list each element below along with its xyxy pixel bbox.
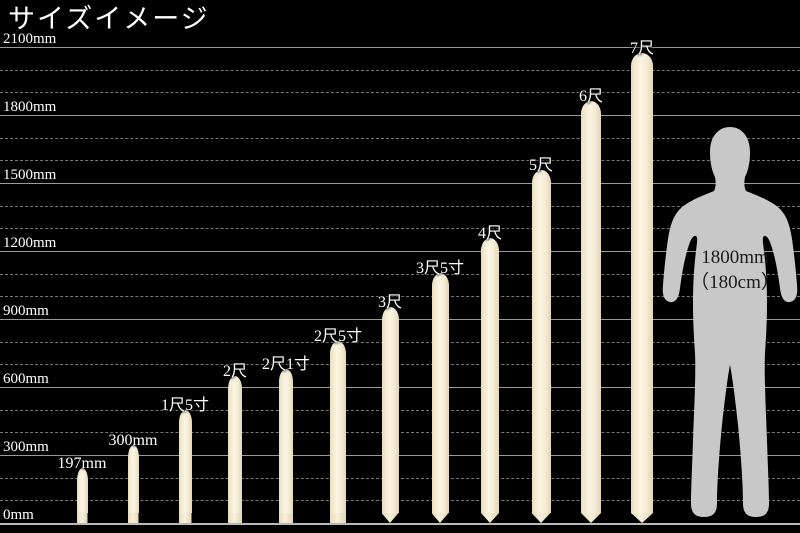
page-title: サイズイメージ [8,4,210,34]
bar-4 [279,368,293,523]
bar-1 [127,445,139,523]
gridline-minor [0,228,800,230]
bar-tip [581,513,601,523]
bar-2 [178,409,192,523]
bar-tip [531,513,551,523]
human-height-label: 1800mm （180cm） [690,245,780,295]
bar-label: 6尺 [578,87,604,105]
human-height-cm: （180cm） [690,272,780,293]
y-axis-tick-label: 600mm [3,371,49,387]
bar-label: 2尺5寸 [313,328,363,346]
bar-tip [381,513,399,523]
gridline-minor [0,69,800,71]
bar-9 [531,169,551,523]
bar-label: 2尺 [222,362,248,380]
y-axis-tick-label: 2100mm [3,31,57,47]
bar-10 [581,100,601,523]
gridline-minor [0,296,800,298]
bar-label: 3尺5寸 [415,259,465,277]
gridline-major [0,115,800,116]
gridline-minor [0,364,800,366]
bar-label: 1尺5寸 [160,396,210,414]
y-axis-tick-label: 1800mm [3,99,57,115]
human-height-mm: 1800mm [701,247,769,268]
bar-label: 300mm [108,432,158,449]
bar-tip [76,513,88,523]
bar-5 [330,341,346,523]
gridline-major [0,47,800,48]
bar-tip [279,513,293,523]
y-axis-tick-label: 0mm [3,507,34,523]
bar-tip [481,513,499,523]
gridline-minor [0,477,800,479]
gridline-major [0,183,800,184]
gridline-minor [0,160,800,162]
gridline-major [0,455,800,456]
gridline-minor [0,137,800,139]
axis-baseline [0,523,800,525]
bar-11 [631,52,653,523]
gridline-major [0,319,800,320]
bar-0 [76,468,88,523]
bar-tip [631,513,653,523]
gridline-major [0,251,800,252]
gridline-minor [0,341,800,343]
bar-tip [228,513,242,523]
bar-3 [228,375,242,523]
gridline-minor [0,273,800,275]
bar-tip [127,513,139,523]
human-silhouette [660,125,800,525]
y-axis-tick-label: 300mm [3,439,49,455]
gridline-minor [0,500,800,502]
gridline-minor [0,205,800,207]
y-axis-tick-label: 1200mm [3,235,57,251]
gridline-minor [0,92,800,94]
bar-label: 3尺 [377,293,403,311]
y-axis-tick-label: 1500mm [3,167,57,183]
bar-7 [431,272,449,523]
bar-label: 4尺 [477,225,503,243]
bar-tip [178,513,192,523]
bar-label: 5尺 [528,156,554,174]
bar-label: 197mm [57,455,107,473]
bar-8 [481,238,499,523]
gridline-major [0,387,800,388]
bar-label: 2尺1寸 [261,355,311,373]
bar-6 [381,306,399,523]
bar-label: 7尺 [629,39,655,57]
bar-tip [330,513,346,523]
gridline-minor [0,432,800,434]
y-axis-tick-label: 900mm [3,303,49,319]
bar-tip [431,513,449,523]
gridline-minor [0,409,800,411]
